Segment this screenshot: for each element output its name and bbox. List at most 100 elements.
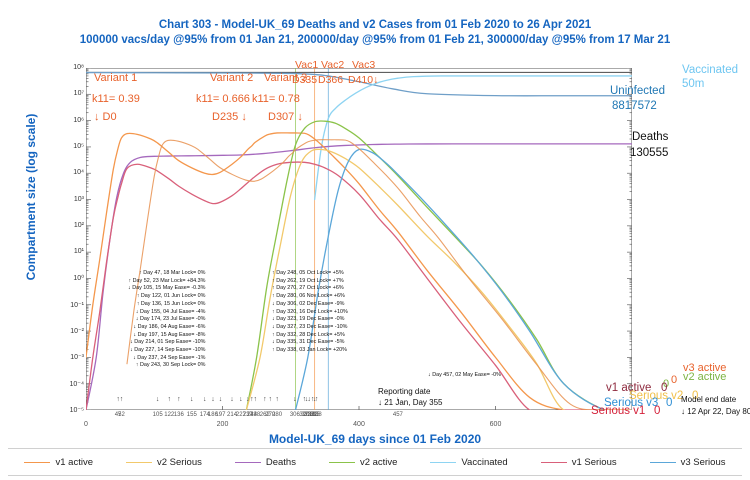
serious-v2-value: 0 [692,390,699,402]
legend-item[interactable]: Deaths [234,456,296,468]
uninfected-label: Uninfected [610,85,665,97]
series-line [86,161,632,410]
legend-label: Deaths [265,456,296,468]
x-event-arrow: ↑ [119,396,124,403]
series-line [86,71,632,97]
x-day-tick: 47 [114,412,122,418]
series-line [245,148,632,410]
variant3-day: D307 ↓ [268,111,303,123]
x-event-arrow: ↓ [211,396,215,403]
x-day-tick: 237 [242,412,253,418]
series-line [86,132,632,410]
event-annotation: ↓ Day 457, 02 May Ease= -0% [428,372,501,378]
y-tick-label: 10² [73,221,84,229]
legend-item[interactable]: v3 Serious [649,457,725,468]
legend-item[interactable]: Vaccinated [430,456,508,468]
x-day-tick: 122 [164,412,175,418]
vac3-day: D410↓ [348,74,379,86]
event-annotation: ↑ Day 332, 28 Dec Lock= +5% [272,331,345,338]
event-annotation: ↑ Day 52, 23 Mar Lock= +84.3% [128,277,206,284]
event-annotation: ↑ Day 270, 27 Oct Lock= +6% [272,285,344,292]
x-day-tick: 332 [307,412,318,418]
x-major-tick: 200 [216,421,229,428]
event-annotation: ↑ Day 47, 18 Mar Lock= 0% [139,270,206,276]
y-axis-label: Compartment size (log scale) [24,113,38,281]
v2-active-label: v2 active [683,371,727,383]
series-line [294,148,632,410]
event-annotation: ↑ Day 338, 03 Jan Lock= +20% [272,347,347,354]
legend-label: v2 active [359,456,398,468]
x-day-tick: 243 [246,412,257,418]
x-event-arrow: ↑ [268,396,273,403]
y-tick-label: 10⁶ [73,116,84,124]
y-tick-label: 10⁻² [70,328,84,336]
variant2-k11: k11= 0.666 [196,93,250,105]
serious-v3-label: Serious v3 [604,397,659,409]
legend-item[interactable]: v2 active [328,456,398,468]
variant1-day: ↓ D0 [94,111,117,123]
deaths-label: Deaths [632,131,669,143]
x-event-arrow: ↑ [167,396,172,403]
x-axis-ticks: 47 52 105 122 136 155 174 186 197 214 227 237 243 248… [84,412,632,428]
x-day-tick: 270 [265,412,276,418]
x-axis-label: Model-UK_69 days since 01 Feb 2020 [268,432,482,446]
x-event-arrow: ↓ [203,396,207,403]
y-tick-label: 10³ [73,195,84,203]
x-day-tick: 457 [392,412,403,418]
x-day-tick: 197 [215,412,226,418]
legend-swatch-icon [430,461,457,463]
v1-active-value: 0 [661,382,668,394]
x-event-arrow: ↑ [263,396,267,403]
x-event-arrow: ↓ [293,396,297,403]
y-tick-label: 10⁸ [73,64,84,71]
x-day-tick: 335 [309,412,320,418]
y-tick-label: 10⁵ [73,142,84,150]
vac1-name: Vac1 [295,59,319,71]
page-subtitle: 100000 vacs/day @95% from 01 Jan 21, 200… [79,34,671,46]
x-event-arrow: ↓ [190,396,194,403]
x-day-tick: 155 [186,412,197,418]
vac2-day: D366 [318,74,344,86]
event-annotation: ↑ Day 248, 05 Oct Lock= +5% [272,270,344,276]
y-axis-ticks: 10⁸ 10⁷ 10⁶ 10⁵ 10⁴ 10³ 10² 10¹ 10⁰ 10⁻¹ 10⁻² 10⁻³ 1… [54,64,85,414]
plot-area [86,68,632,410]
legend-item[interactable]: v2 Serious [125,457,202,468]
legend-item[interactable]: v1 active [24,457,93,468]
legend-swatch-icon [328,461,355,463]
x-event-arrow: ↑ [250,396,254,403]
x-event-arrow: ↑ [314,396,319,403]
x-day-tick: 338 [311,412,322,418]
x-event-arrow: ↑ [310,396,315,403]
x-day-tick: 227 [235,412,246,418]
variant2-day: D235 ↓ [212,111,247,123]
serious-v1-value: 0 [654,405,661,417]
x-day-tick: 52 [118,412,125,418]
event-annotation: ↑ Day 136, 15 Jun Lock= 0% [136,300,206,307]
legend-swatch-icon [125,461,152,463]
serious-v1-label: Serious v1 [591,405,646,417]
event-annotation: ↓ Day 174, 23 Jul Ease= -0% [135,316,206,323]
x-day-tick: 214 [227,412,238,418]
x-event-arrow: ↓ [246,396,250,403]
reporting-date-label: Reporting date [378,387,431,396]
event-annotation: ↓ Day 327, 23 Dec Ease= -10% [272,323,348,330]
event-annotation: ↓ Day 335, 31 Dec Ease= -5% [272,339,345,346]
event-annotation: ↑ Day 122, 01 Jun Lock= 0% [136,293,206,300]
x-day-tick: 136 [173,412,184,418]
x-major-tick: 0 [84,421,88,428]
legend-label: Vaccinated [461,456,508,468]
y-tick-label: 10⁷ [73,90,84,98]
event-annotation: ↓ Day 306, 02 Dec Ease= -9% [272,300,345,307]
x-day-tick: 323 [301,412,312,418]
legend-swatch-icon [234,461,261,463]
legend-swatch-icon [649,461,676,463]
variant3-k11: k11= 0.78 [252,93,300,105]
chart-legend: v1 active v2 Serious Deaths v2 active Vaccin… [8,448,742,476]
y-tick-label: 10⁻⁵ [69,407,84,414]
x-major-tick: 400 [353,421,365,428]
event-annotation: ↓ Day 186, 04 Aug Ease= -6% [133,323,206,330]
x-event-arrow: ↑ [177,396,181,403]
legend-item[interactable]: v1 Serious [540,457,617,468]
model-end-value: ↓ 12 Apr 22, Day 800 [681,407,750,416]
